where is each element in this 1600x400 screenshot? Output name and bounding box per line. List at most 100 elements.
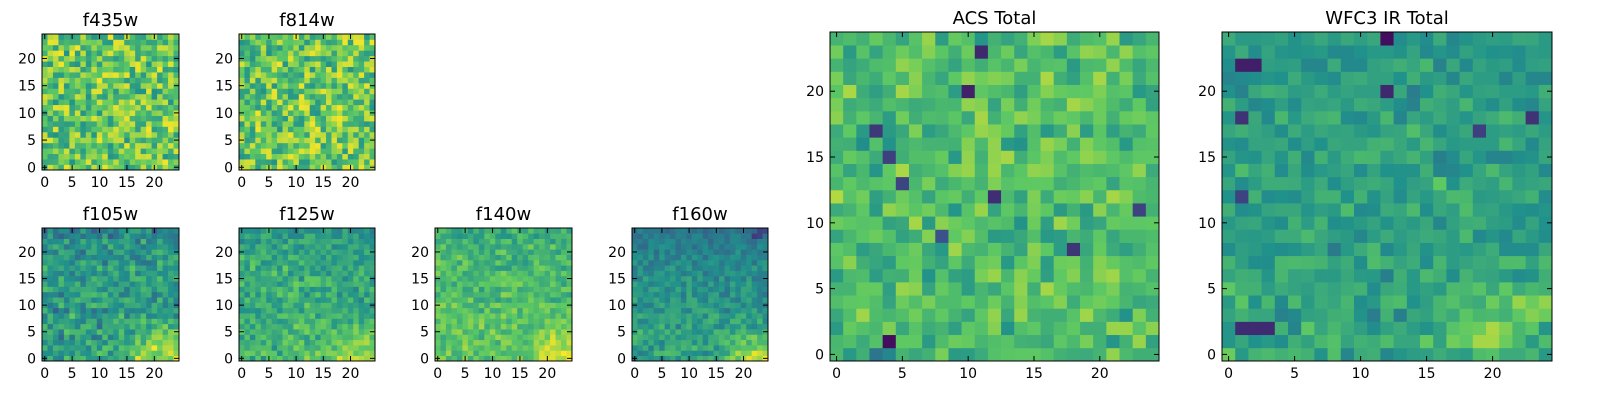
heatmap-cell bbox=[47, 307, 54, 314]
heatmap-cell bbox=[315, 307, 321, 314]
heatmap-cell bbox=[69, 39, 76, 46]
heatmap-cell bbox=[320, 238, 327, 245]
heatmap-cell bbox=[63, 50, 70, 57]
heatmap-cell bbox=[129, 275, 136, 282]
heatmap-cell bbox=[830, 242, 844, 257]
heatmap-cell bbox=[249, 233, 256, 239]
heatmap-cell bbox=[648, 243, 655, 250]
heatmap-cell bbox=[271, 291, 278, 298]
heatmap-cell bbox=[91, 249, 98, 255]
heatmap-cell bbox=[304, 159, 311, 165]
heatmap-cell bbox=[555, 275, 562, 282]
heatmap-cell bbox=[1525, 176, 1540, 191]
heatmap-cell bbox=[708, 243, 714, 250]
heatmap-cell bbox=[342, 254, 349, 261]
heatmap-cell bbox=[637, 307, 644, 314]
heatmap-cell bbox=[168, 355, 174, 362]
heatmap-cell bbox=[1145, 282, 1160, 296]
heatmap-cell bbox=[735, 233, 742, 239]
heatmap-cell bbox=[462, 243, 469, 250]
heatmap-cell bbox=[309, 121, 316, 127]
heatmap-cell bbox=[451, 350, 458, 357]
x-tick-label: 0 bbox=[40, 175, 49, 191]
heatmap-cell bbox=[517, 329, 524, 335]
heatmap-cell bbox=[320, 243, 327, 250]
heatmap-cell bbox=[364, 233, 370, 239]
heatmap-cell bbox=[632, 345, 638, 351]
heatmap-cell bbox=[935, 84, 949, 99]
heatmap-cell bbox=[1340, 321, 1355, 336]
heatmap-cell bbox=[528, 313, 534, 319]
heatmap-cell bbox=[118, 334, 125, 341]
heatmap-cell bbox=[830, 45, 844, 59]
heatmap-cell bbox=[336, 131, 343, 138]
heatmap-cell bbox=[724, 302, 731, 309]
heatmap-cell bbox=[102, 302, 109, 309]
heatmap-cell bbox=[1053, 137, 1068, 151]
heatmap-cell bbox=[719, 259, 725, 266]
heatmap-cell bbox=[1288, 282, 1302, 296]
heatmap-cell bbox=[157, 238, 163, 245]
heatmap-cell bbox=[729, 243, 736, 250]
heatmap-cell bbox=[168, 115, 174, 122]
heatmap-cell bbox=[107, 55, 114, 62]
heatmap-cell bbox=[309, 82, 316, 89]
heatmap-cell bbox=[680, 307, 687, 314]
heatmap-cell bbox=[244, 121, 251, 127]
heatmap-cell bbox=[445, 334, 452, 341]
heatmap-cell bbox=[445, 238, 452, 245]
heatmap-cell bbox=[642, 275, 649, 282]
heatmap-cell bbox=[74, 291, 81, 298]
heatmap-cell bbox=[107, 66, 114, 73]
heatmap-cell bbox=[107, 44, 114, 51]
heatmap-cell bbox=[107, 50, 114, 57]
heatmap-cell bbox=[539, 281, 545, 287]
heatmap-cell bbox=[637, 350, 644, 357]
heatmap-cell bbox=[239, 233, 245, 239]
heatmap-cell bbox=[561, 249, 567, 255]
heatmap-cell bbox=[63, 238, 70, 245]
heatmap-cell bbox=[1001, 216, 1015, 230]
heatmap-cell bbox=[315, 249, 321, 255]
heatmap-cell bbox=[908, 189, 923, 204]
heatmap-cell bbox=[80, 50, 87, 57]
heatmap-cell bbox=[118, 164, 125, 171]
heatmap-cell bbox=[987, 124, 1002, 138]
heatmap-cell bbox=[1486, 163, 1500, 178]
heatmap-cell bbox=[1248, 163, 1262, 178]
heatmap-cell bbox=[342, 44, 349, 51]
heatmap-cell bbox=[91, 243, 98, 250]
heatmap-cell bbox=[528, 318, 534, 325]
heatmap-cell bbox=[277, 233, 283, 239]
heatmap-cell bbox=[637, 323, 644, 330]
heatmap-cell bbox=[80, 259, 87, 266]
heatmap-cell bbox=[52, 137, 59, 144]
heatmap-cell bbox=[489, 345, 496, 351]
heatmap-cell bbox=[762, 350, 769, 357]
heatmap-cell bbox=[1145, 150, 1160, 164]
heatmap-cell bbox=[528, 275, 534, 282]
heatmap-cell bbox=[353, 334, 360, 341]
heatmap-cell bbox=[974, 255, 989, 270]
heatmap-cell bbox=[1248, 216, 1262, 230]
heatmap-cell bbox=[80, 270, 87, 277]
heatmap-cell bbox=[85, 228, 92, 234]
heatmap-cell bbox=[948, 255, 962, 270]
heatmap-cell bbox=[151, 66, 158, 73]
heatmap-cell bbox=[961, 163, 976, 178]
heatmap-cell bbox=[102, 131, 109, 138]
heatmap-cell bbox=[1132, 71, 1147, 85]
heatmap-cell bbox=[342, 291, 349, 298]
heatmap-cell bbox=[1499, 242, 1513, 257]
heatmap-cell bbox=[298, 39, 305, 46]
heatmap-cell bbox=[987, 308, 1002, 322]
heatmap-cell bbox=[304, 66, 311, 73]
heatmap-cell bbox=[719, 302, 725, 309]
heatmap-cell bbox=[293, 275, 300, 282]
heatmap-cell bbox=[249, 153, 256, 160]
heatmap-cell bbox=[751, 297, 758, 303]
heatmap-cell bbox=[1420, 282, 1434, 296]
heatmap-cell bbox=[255, 66, 262, 73]
heatmap-cell bbox=[642, 302, 649, 309]
heatmap-cell bbox=[1132, 255, 1147, 270]
